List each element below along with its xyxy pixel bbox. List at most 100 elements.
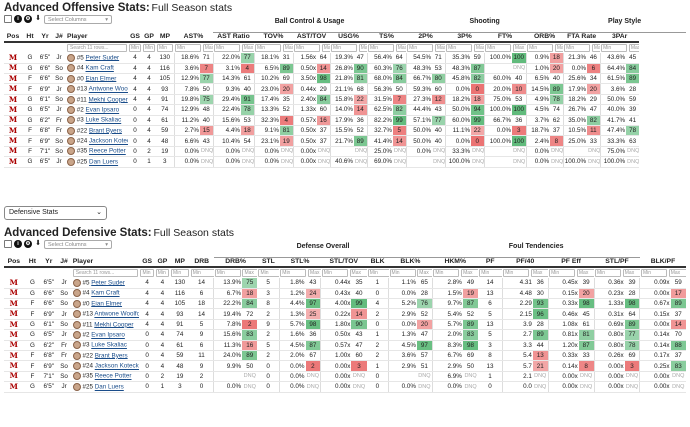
column-header[interactable]: 3PAr <box>600 32 640 44</box>
max-filter-input[interactable]: Max <box>591 44 601 53</box>
max-filter-input[interactable]: Max <box>282 44 293 53</box>
player-name-link[interactable]: Brant Byers <box>89 127 122 135</box>
min-filter-input[interactable]: Min <box>446 44 473 53</box>
column-header[interactable]: USG% <box>330 32 367 44</box>
max-filter-input[interactable]: Max <box>395 44 407 53</box>
column-header[interactable]: GP <box>142 32 156 44</box>
column-header[interactable]: AST/TOV <box>293 32 330 44</box>
min-filter-input[interactable]: Min <box>595 269 622 278</box>
column-header[interactable]: ORB% <box>526 32 564 44</box>
column-header[interactable]: Ht <box>22 32 38 44</box>
player-name-link[interactable]: Jackson Kotecki <box>94 362 140 370</box>
column-header[interactable]: Yr <box>38 32 52 44</box>
player-name-link[interactable]: Dan Luers <box>89 158 119 166</box>
checkbox-icon[interactable] <box>4 240 12 248</box>
min-filter-input[interactable]: Min <box>433 269 460 278</box>
max-filter-input[interactable]: Max <box>628 44 640 53</box>
min-filter-input[interactable]: Min <box>214 44 240 53</box>
max-filter-input[interactable]: Max <box>202 44 213 53</box>
column-header[interactable]: HKM% <box>432 257 479 269</box>
player-name-link[interactable]: Luke Skaliac <box>91 341 127 349</box>
min-filter-input[interactable]: Min <box>280 269 307 278</box>
select-columns-defense[interactable]: Select Columns ▾ <box>44 239 112 249</box>
min-filter-input[interactable]: Min <box>140 269 154 278</box>
column-header[interactable]: STL/PF <box>594 257 640 269</box>
min-filter-input[interactable]: Min <box>129 44 141 53</box>
min-filter-input[interactable]: Min <box>157 44 173 53</box>
player-name-link[interactable]: Brant Byers <box>94 352 128 360</box>
column-header[interactable]: PF Eff <box>548 257 595 269</box>
min-filter-input[interactable]: Min <box>171 269 189 278</box>
column-header[interactable]: MP <box>156 32 174 44</box>
column-header[interactable]: TOV% <box>254 32 293 44</box>
player-name-link[interactable]: Dan Luers <box>94 383 124 391</box>
select-columns-offense[interactable]: Select Columns ▾ <box>44 14 112 24</box>
column-header[interactable]: BLK <box>366 257 389 269</box>
column-header[interactable]: 2P% <box>406 32 446 44</box>
column-header[interactable]: Ht <box>23 257 42 269</box>
player-search-input[interactable]: Search 11 rows... <box>72 269 139 278</box>
max-filter-input[interactable]: Max <box>461 269 479 278</box>
download-icon[interactable]: ⬇ <box>35 15 41 22</box>
column-header[interactable]: TS% <box>367 32 407 44</box>
player-name-link[interactable]: Luke Skaliac <box>85 116 122 124</box>
column-header[interactable]: BLK/PF <box>639 257 686 269</box>
settings-icon[interactable]: ⚙ <box>24 240 32 248</box>
column-header[interactable]: J# <box>52 32 66 44</box>
player-name-link[interactable]: Eian Elmer <box>91 300 123 308</box>
checkbox-icon[interactable] <box>4 15 12 23</box>
min-filter-input[interactable]: Min <box>190 269 214 278</box>
column-header[interactable]: Player <box>71 257 140 269</box>
min-filter-input[interactable]: Min <box>175 44 201 53</box>
settings-icon[interactable]: ⚙ <box>24 15 32 23</box>
column-header[interactable]: 3P% <box>445 32 485 44</box>
column-header[interactable]: DRB% <box>213 257 258 269</box>
column-header[interactable]: AST Ratio <box>213 32 254 44</box>
player-name-link[interactable]: Mekhi Cooper <box>94 321 134 329</box>
download-icon[interactable]: ⬇ <box>35 240 41 247</box>
column-header[interactable]: FT% <box>484 32 527 44</box>
column-header[interactable]: PF <box>478 257 503 269</box>
player-search-input[interactable]: Search 11 rows... <box>67 44 127 53</box>
max-filter-input[interactable]: Max <box>576 269 595 278</box>
column-header[interactable]: PF/40 <box>502 257 549 269</box>
min-filter-input[interactable]: Min <box>331 44 357 53</box>
min-filter-input[interactable]: Min <box>258 269 280 278</box>
min-filter-input[interactable]: Min <box>294 44 320 53</box>
column-header[interactable]: GP <box>154 257 171 269</box>
column-header[interactable]: AST% <box>174 32 213 44</box>
max-filter-input[interactable]: Max <box>434 44 446 53</box>
min-filter-input[interactable]: Min <box>549 269 576 278</box>
player-name-link[interactable]: Eian Elmer <box>85 75 117 83</box>
max-filter-input[interactable]: Max <box>321 44 330 53</box>
max-filter-input[interactable]: Max <box>473 44 485 53</box>
max-filter-input[interactable]: Max <box>668 269 686 278</box>
player-name-link[interactable]: Reece Potter <box>89 148 126 156</box>
max-filter-input[interactable]: Max <box>530 269 549 278</box>
min-filter-input[interactable]: Min <box>143 44 155 53</box>
min-filter-input[interactable]: Min <box>155 269 170 278</box>
min-filter-input[interactable]: Min <box>503 269 530 278</box>
min-filter-input[interactable]: Min <box>367 269 389 278</box>
max-filter-input[interactable]: Max <box>242 269 258 278</box>
player-name-link[interactable]: Jackson Kotecki <box>89 137 128 145</box>
min-filter-input[interactable]: Min <box>640 269 667 278</box>
min-filter-input[interactable]: Min <box>485 44 512 53</box>
max-filter-input[interactable]: Max <box>308 269 321 278</box>
player-name-link[interactable]: Evan Ipsaro <box>91 331 125 339</box>
player-name-link[interactable]: Evan Ipsaro <box>85 106 120 114</box>
player-name-link[interactable]: Antwone Woolfolk <box>94 310 139 318</box>
min-filter-input[interactable]: Min <box>255 44 281 53</box>
min-filter-input[interactable]: Min <box>601 44 628 53</box>
player-name-link[interactable]: Kam Craft <box>91 290 120 298</box>
column-header[interactable]: STL/TOV <box>320 257 367 269</box>
min-filter-input[interactable]: Min <box>321 269 348 278</box>
player-name-link[interactable]: Kam Craft <box>85 65 114 73</box>
max-filter-input[interactable]: Max <box>512 44 527 53</box>
player-name-link[interactable]: Mekhi Cooper <box>88 96 128 104</box>
min-filter-input[interactable]: Min <box>368 44 394 53</box>
info-icon[interactable]: i <box>14 15 22 23</box>
max-filter-input[interactable]: Max <box>554 44 564 53</box>
column-header[interactable]: GS <box>128 32 142 44</box>
column-header[interactable]: BLK% <box>388 257 433 269</box>
